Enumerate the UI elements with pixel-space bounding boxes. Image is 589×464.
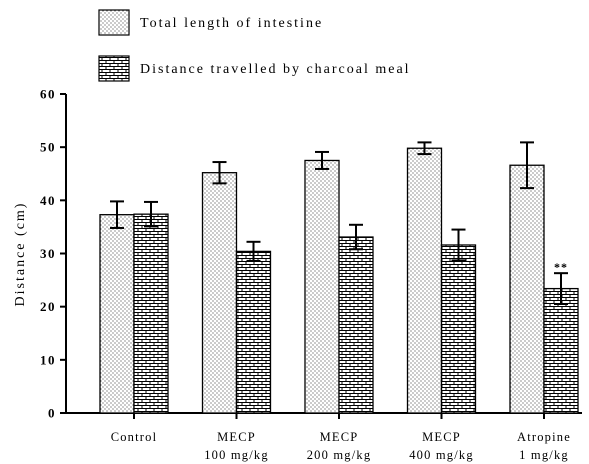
bar: [99, 214, 135, 414]
legend-swatch-bricks: [98, 55, 130, 82]
x-tick-label: 100 mg/kg: [204, 448, 269, 462]
bar: [304, 159, 340, 414]
x-tick-label: MECP: [422, 430, 461, 444]
bar: [440, 244, 477, 414]
x-tick-label: MECP: [217, 430, 256, 444]
y-tick-label: 60: [40, 87, 56, 102]
bars: [99, 141, 579, 414]
legend-swatch-dots: [98, 9, 130, 36]
y-tick-label: 30: [40, 246, 56, 261]
x-tick-label: 400 mg/kg: [409, 448, 474, 462]
bar: [338, 236, 374, 414]
y-axis-ticks: 0 10 20 30 40 50 60: [40, 87, 66, 421]
x-tick-label: Atropine: [517, 430, 571, 444]
bar: [133, 213, 169, 414]
y-tick-label: 40: [40, 193, 56, 208]
x-tick-label: Control: [111, 430, 158, 444]
legend: Total length of intestine Distance trave…: [98, 9, 411, 82]
annotations: **: [554, 260, 568, 274]
bar: [235, 250, 272, 414]
legend-label-series-1: Total length of intestine: [140, 16, 323, 31]
y-tick-label: 20: [40, 299, 56, 314]
x-tick-label: 200 mg/kg: [307, 448, 372, 462]
bar: [201, 172, 238, 414]
x-tick-label: 1 mg/kg: [519, 448, 569, 462]
bar: [509, 164, 545, 414]
y-tick-label: 10: [40, 352, 56, 367]
significance-annotation: **: [554, 260, 568, 274]
y-tick-label: 50: [40, 140, 56, 155]
bar: [543, 287, 579, 414]
y-axis-title: Distance (cm): [13, 202, 28, 307]
x-tick-label: MECP: [320, 430, 359, 444]
bar: [406, 147, 443, 414]
legend-label-series-2: Distance travelled by charcoal meal: [140, 62, 411, 77]
y-tick-label: 0: [48, 406, 56, 421]
x-axis-ticks: Control MECP 100 mg/kg MECP 200 mg/kg MECP 400…: [111, 413, 571, 462]
